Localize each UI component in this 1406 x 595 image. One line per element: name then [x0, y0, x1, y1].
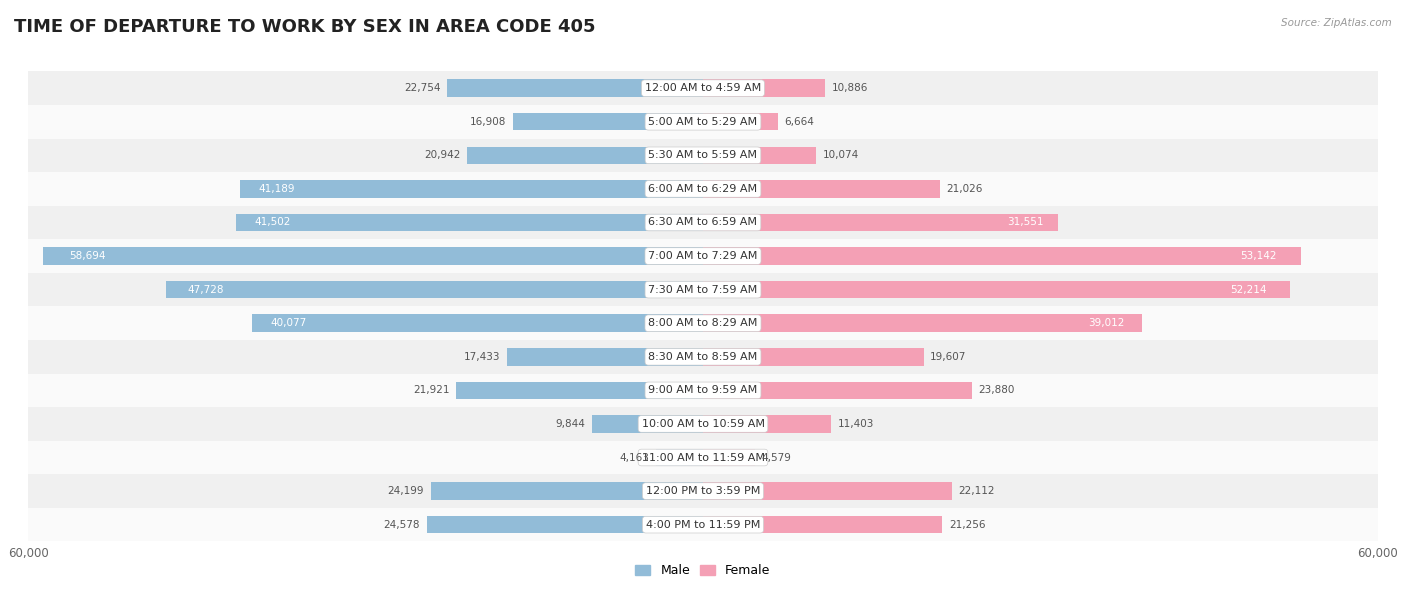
Bar	[592, 415, 703, 433]
Text: 8:00 AM to 8:29 AM: 8:00 AM to 8:29 AM	[648, 318, 758, 328]
Bar	[28, 441, 1378, 474]
Bar	[467, 146, 703, 164]
Bar	[28, 206, 1378, 239]
Text: 5:00 AM to 5:29 AM: 5:00 AM to 5:29 AM	[648, 117, 758, 127]
Text: 24,578: 24,578	[384, 519, 420, 530]
Text: 7:00 AM to 7:29 AM: 7:00 AM to 7:29 AM	[648, 251, 758, 261]
Bar	[657, 449, 703, 466]
Text: 20,942: 20,942	[425, 151, 461, 160]
Text: 10,886: 10,886	[832, 83, 869, 93]
Text: 53,142: 53,142	[1240, 251, 1277, 261]
Bar	[447, 80, 703, 97]
Bar	[236, 214, 703, 231]
Bar	[703, 146, 817, 164]
Bar	[252, 315, 703, 332]
Bar	[703, 315, 1142, 332]
Bar	[703, 415, 831, 433]
Bar	[703, 214, 1057, 231]
Bar	[703, 248, 1301, 265]
Bar	[703, 516, 942, 533]
Text: 39,012: 39,012	[1088, 318, 1125, 328]
Bar	[28, 239, 1378, 273]
Text: Source: ZipAtlas.com: Source: ZipAtlas.com	[1281, 18, 1392, 28]
Text: 11:00 AM to 11:59 AM: 11:00 AM to 11:59 AM	[641, 453, 765, 462]
Text: 12:00 PM to 3:59 PM: 12:00 PM to 3:59 PM	[645, 486, 761, 496]
Text: 21,256: 21,256	[949, 519, 986, 530]
Bar	[28, 273, 1378, 306]
Bar	[28, 407, 1378, 441]
Bar	[28, 508, 1378, 541]
Bar	[42, 248, 703, 265]
Bar	[513, 113, 703, 130]
Bar	[430, 483, 703, 500]
Text: 47,728: 47,728	[187, 284, 224, 295]
Text: 19,607: 19,607	[931, 352, 967, 362]
Text: 9:00 AM to 9:59 AM: 9:00 AM to 9:59 AM	[648, 386, 758, 395]
Text: TIME OF DEPARTURE TO WORK BY SEX IN AREA CODE 405: TIME OF DEPARTURE TO WORK BY SEX IN AREA…	[14, 18, 596, 36]
Bar	[703, 483, 952, 500]
Text: 8:30 AM to 8:59 AM: 8:30 AM to 8:59 AM	[648, 352, 758, 362]
Bar	[457, 381, 703, 399]
Text: 4,163: 4,163	[620, 453, 650, 462]
Text: 11,403: 11,403	[838, 419, 875, 429]
Bar	[703, 180, 939, 198]
Text: 6,664: 6,664	[785, 117, 814, 127]
Bar	[28, 306, 1378, 340]
Text: 17,433: 17,433	[464, 352, 501, 362]
Bar	[28, 474, 1378, 508]
Text: 23,880: 23,880	[979, 386, 1015, 395]
Text: 7:30 AM to 7:59 AM: 7:30 AM to 7:59 AM	[648, 284, 758, 295]
Text: 52,214: 52,214	[1230, 284, 1267, 295]
Text: 24,199: 24,199	[388, 486, 425, 496]
Bar	[703, 348, 924, 365]
Text: 22,112: 22,112	[959, 486, 995, 496]
Bar	[28, 172, 1378, 206]
Text: 16,908: 16,908	[470, 117, 506, 127]
Text: 6:30 AM to 6:59 AM: 6:30 AM to 6:59 AM	[648, 218, 758, 227]
Text: 40,077: 40,077	[270, 318, 307, 328]
Text: 58,694: 58,694	[69, 251, 105, 261]
Bar	[28, 71, 1378, 105]
Bar	[508, 348, 703, 365]
Bar	[28, 374, 1378, 407]
Text: 4:00 PM to 11:59 PM: 4:00 PM to 11:59 PM	[645, 519, 761, 530]
Bar	[166, 281, 703, 298]
Text: 9,844: 9,844	[555, 419, 585, 429]
Text: 4,579: 4,579	[761, 453, 792, 462]
Text: 21,026: 21,026	[946, 184, 983, 194]
Bar	[703, 449, 755, 466]
Bar	[703, 80, 825, 97]
Legend: Male, Female: Male, Female	[630, 559, 776, 582]
Bar	[28, 340, 1378, 374]
Bar	[703, 281, 1291, 298]
Bar	[28, 105, 1378, 139]
Text: 41,189: 41,189	[259, 184, 295, 194]
Bar	[28, 139, 1378, 172]
Text: 12:00 AM to 4:59 AM: 12:00 AM to 4:59 AM	[645, 83, 761, 93]
Text: 22,754: 22,754	[404, 83, 440, 93]
Text: 10:00 AM to 10:59 AM: 10:00 AM to 10:59 AM	[641, 419, 765, 429]
Bar	[239, 180, 703, 198]
Text: 10,074: 10,074	[823, 151, 859, 160]
Text: 31,551: 31,551	[1007, 218, 1043, 227]
Text: 6:00 AM to 6:29 AM: 6:00 AM to 6:29 AM	[648, 184, 758, 194]
Bar	[703, 381, 972, 399]
Bar	[703, 113, 778, 130]
Bar	[426, 516, 703, 533]
Text: 21,921: 21,921	[413, 386, 450, 395]
Text: 5:30 AM to 5:59 AM: 5:30 AM to 5:59 AM	[648, 151, 758, 160]
Text: 41,502: 41,502	[254, 218, 291, 227]
